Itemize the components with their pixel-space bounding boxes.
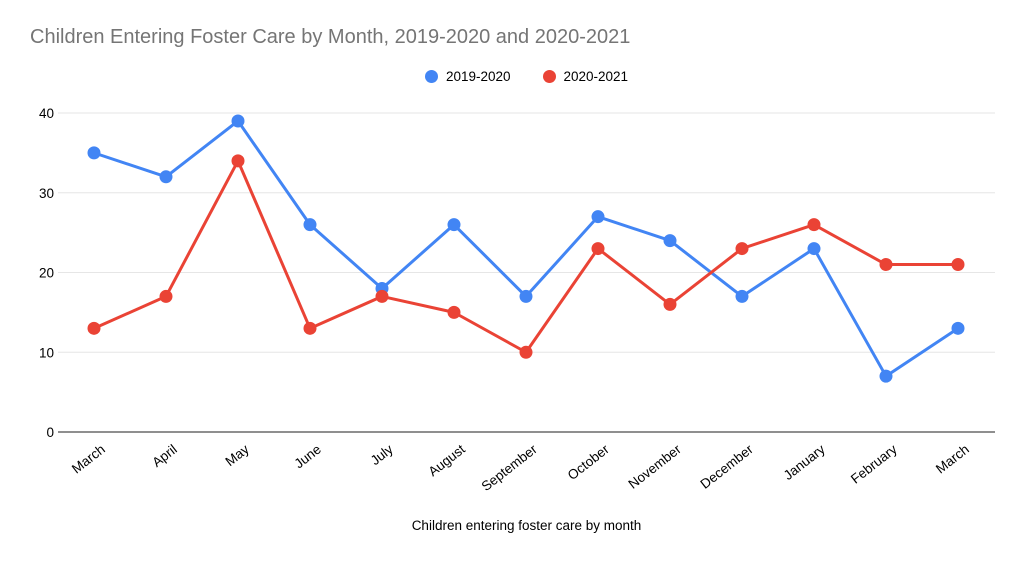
- series-line-2019-2020: [92, 119, 960, 378]
- legend-label-2019-2020: 2019-2020: [445, 69, 511, 84]
- data-point-2019-2020: [303, 218, 317, 232]
- y-tick-label: 30: [39, 186, 54, 201]
- x-tick-label: June: [292, 442, 324, 472]
- data-point-2019-2020: [591, 210, 605, 224]
- x-tick-label: August: [425, 441, 468, 479]
- data-point-2020-2021: [375, 289, 389, 303]
- x-tick-label: October: [565, 441, 612, 483]
- data-point-2019-2020: [663, 234, 677, 248]
- data-point-2020-2021: [735, 242, 749, 256]
- y-tick-label: 0: [46, 425, 54, 440]
- x-tick-label: January: [781, 441, 828, 483]
- legend: 2019-2020 2020-2021: [58, 69, 995, 84]
- data-point-2019-2020: [519, 289, 533, 303]
- data-point-2020-2021: [159, 289, 173, 303]
- data-point-2020-2021: [591, 242, 605, 256]
- y-tick-label: 10: [39, 345, 54, 360]
- data-point-2019-2020: [447, 218, 461, 232]
- data-point-2019-2020: [231, 114, 245, 128]
- x-tick-label: September: [479, 441, 541, 494]
- data-point-2020-2021: [519, 345, 533, 359]
- x-tick-label: May: [223, 441, 253, 469]
- data-point-2020-2021: [879, 258, 893, 272]
- x-tick-label: March: [933, 442, 972, 477]
- data-point-2019-2020: [87, 146, 101, 160]
- x-tick-label: November: [626, 441, 685, 491]
- x-axis-title: Children entering foster care by month: [411, 518, 642, 533]
- data-point-2019-2020: [879, 369, 893, 383]
- series-2019-2020-swatch-icon: [424, 70, 438, 83]
- data-point-2020-2021: [231, 154, 245, 168]
- chart-title: Children Entering Foster Care by Month, …: [30, 26, 631, 48]
- legend-item-2020-2021: 2020-2021: [542, 69, 629, 84]
- series-2020-2021-swatch-icon: [542, 70, 556, 83]
- data-point-2020-2021: [447, 305, 461, 319]
- data-point-2020-2021: [303, 321, 317, 335]
- data-point-2020-2021: [807, 218, 821, 232]
- x-tick-label: July: [368, 441, 396, 468]
- data-point-2019-2020: [735, 289, 749, 303]
- x-tick-label: April: [149, 442, 180, 470]
- legend-item-2019-2020: 2019-2020: [424, 69, 511, 84]
- x-tick-label: December: [698, 441, 757, 491]
- data-point-2019-2020: [951, 321, 965, 335]
- y-tick-label: 20: [39, 266, 54, 281]
- series-line-2020-2021: [92, 159, 960, 354]
- data-point-2020-2021: [951, 258, 965, 272]
- data-point-2020-2021: [663, 297, 677, 311]
- x-tick-label: February: [848, 441, 900, 486]
- data-point-2019-2020: [807, 242, 821, 256]
- x-tick-label: March: [69, 442, 108, 477]
- data-point-2020-2021: [87, 321, 101, 335]
- y-tick-label: 40: [39, 106, 54, 121]
- legend-label-2020-2021: 2020-2021: [563, 69, 629, 84]
- data-point-2019-2020: [159, 170, 173, 184]
